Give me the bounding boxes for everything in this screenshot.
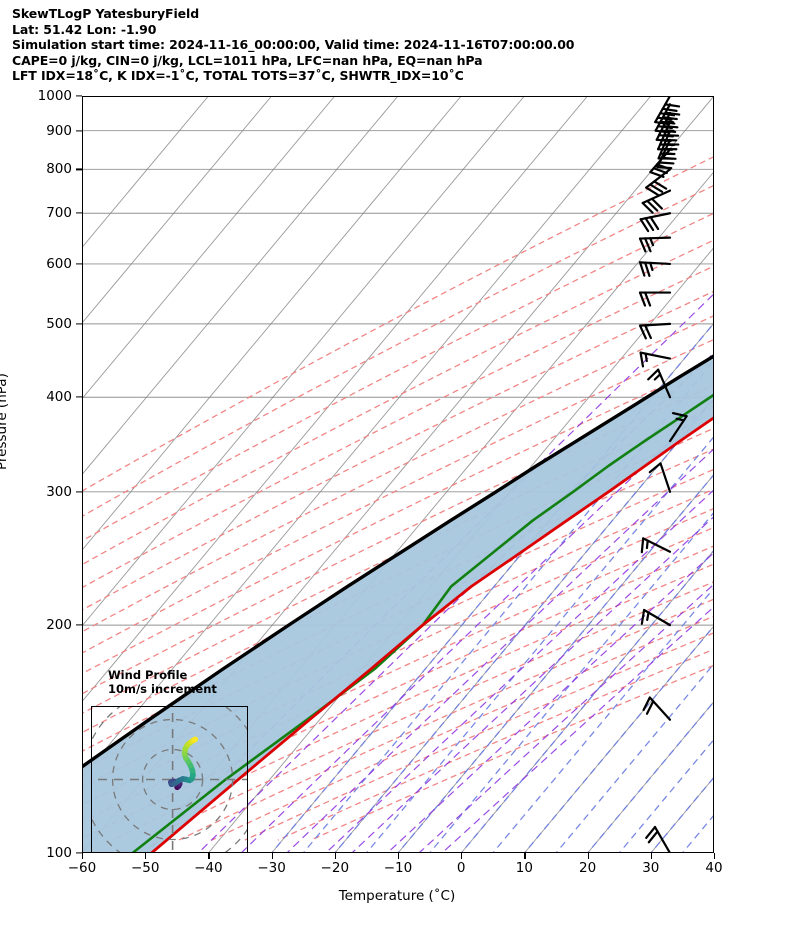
temperature-tick-label: −30 [257, 860, 286, 876]
pressure-tick-mark [76, 624, 82, 626]
pressure-tick-mark [76, 396, 82, 398]
temperature-tick-mark [334, 853, 336, 859]
temperature-tick-label: −60 [67, 860, 97, 876]
pressure-tick-label: 400 [46, 389, 72, 406]
hodograph-trace [168, 736, 199, 791]
skewt-plot-area [82, 96, 714, 853]
pressure-tick-label: 700 [46, 205, 72, 222]
pressure-tick-mark [76, 95, 82, 97]
pressure-tick-label: 800 [46, 161, 72, 178]
wind-barb [638, 261, 672, 277]
pressure-tick-label: 900 [46, 122, 72, 139]
wind-barb [654, 96, 681, 126]
hodograph-crosshair [92, 707, 247, 852]
wind-barb [647, 368, 672, 399]
header-times: Simulation start time: 2024-11-16_00:00:… [12, 37, 575, 53]
header-title: SkewTLogP YatesburyField [12, 6, 200, 21]
temperature-tick-label: 0 [456, 860, 466, 876]
temperature-tick-label: −40 [194, 860, 223, 876]
hodograph-canvas [92, 707, 247, 852]
hodograph-inset [91, 706, 248, 853]
hodograph-title-line2: 10m/s increment [108, 682, 217, 696]
wind-barb [639, 351, 672, 368]
pressure-tick-mark [76, 130, 82, 132]
temperature-tick-mark [714, 853, 716, 859]
wind-barb [641, 189, 672, 214]
pressure-tick-mark [76, 212, 82, 214]
pressure-tick-label: 100 [46, 845, 72, 861]
cape-shading-region [82, 355, 714, 853]
temperature-tick-mark [524, 853, 526, 859]
temperature-tick-mark [271, 853, 273, 859]
temperature-tick-mark [398, 853, 400, 859]
parcel-path-curve [82, 353, 714, 769]
pressure-tick-label: 300 [46, 483, 72, 500]
wind-barb [640, 537, 672, 554]
wind-barb [648, 462, 672, 493]
wind-barb-column [638, 96, 688, 853]
temperature-tick-mark [587, 853, 589, 859]
temperature-profile-curve [150, 415, 714, 853]
pressure-tick-mark [76, 323, 82, 325]
temperature-tick-label: 10 [515, 860, 533, 876]
hodograph-title: Wind Profile 10m/s increment [108, 668, 308, 696]
pressure-tick-mark [76, 168, 82, 170]
temperature-tick-label: 40 [705, 860, 723, 876]
temperature-tick-mark [82, 853, 84, 859]
wind-barb [638, 291, 672, 307]
y-axis-label: Pressure (hPa) [0, 373, 10, 470]
temperature-tick-label: 20 [579, 860, 597, 876]
temperature-tick-mark [461, 853, 463, 859]
pressure-tick-label: 1000 [37, 88, 72, 104]
pressure-tick-mark [76, 263, 82, 265]
pressure-tick-label: 200 [46, 617, 72, 634]
header-cape-line: CAPE=0 j/kg, CIN=0 j/kg, LCL=1011 hPa, L… [12, 52, 483, 68]
hodograph-title-line1: Wind Profile [108, 668, 188, 682]
header-latlon: Lat: 51.42 Lon: -1.90 [12, 21, 157, 37]
wind-barb [642, 696, 672, 721]
temperature-tick-mark [208, 853, 210, 859]
wind-barb [638, 322, 672, 340]
temperature-tick-label: −10 [383, 860, 413, 876]
wind-barb [639, 212, 672, 233]
temperature-tick-label: 30 [642, 860, 660, 876]
header-block: SkewTLogP YatesburyField Lat: 51.42 Lon:… [12, 6, 782, 84]
temperature-tick-mark [650, 853, 652, 859]
wind-barb [640, 608, 672, 627]
header-indices-line: LFT IDX=18˚C, K IDX=-1˚C, TOTAL TOTS=37˚… [12, 68, 464, 84]
pressure-tick-label: 600 [46, 255, 72, 272]
temperature-tick-mark [145, 853, 147, 859]
wind-barb [638, 236, 672, 253]
pressure-tick-mark [76, 852, 82, 854]
temperature-tick-label: −50 [130, 860, 160, 876]
dewpoint-profile-curve [131, 393, 714, 853]
wind-barb [668, 412, 688, 443]
pressure-tick-label: 500 [46, 315, 72, 332]
wind-barb [645, 168, 672, 196]
pressure-tick-mark [76, 491, 82, 493]
x-axis-label: Temperature (˚C) [338, 888, 456, 904]
isobar-gridlines [82, 130, 714, 626]
wind-barb [645, 825, 672, 853]
skewt-canvas [82, 96, 714, 853]
temperature-tick-label: −20 [320, 860, 350, 876]
